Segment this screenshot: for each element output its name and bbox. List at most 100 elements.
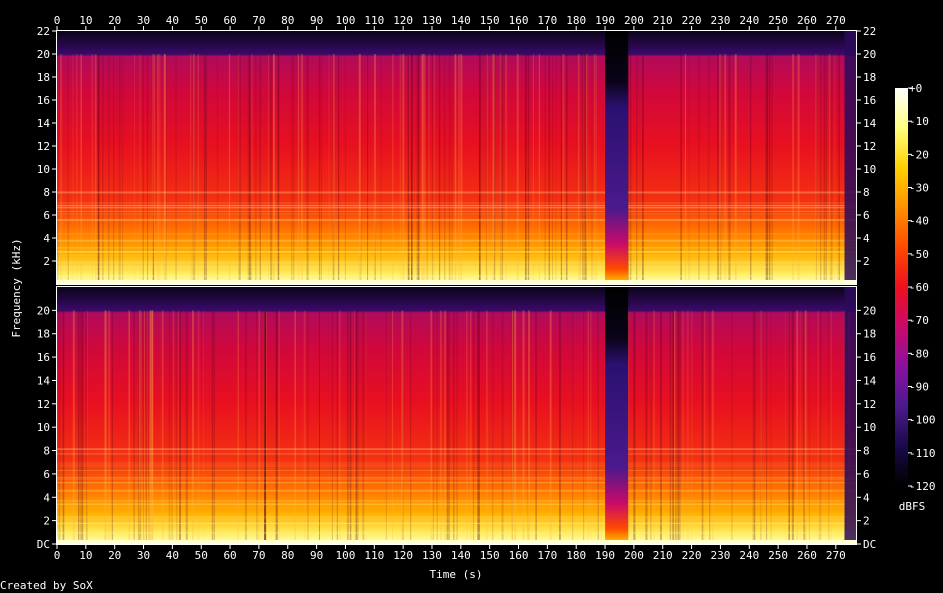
spectrogram-streak — [179, 310, 181, 544]
x-tick-label: 230 — [710, 549, 730, 562]
y-tick-label: 4 — [43, 232, 50, 245]
x-tick-label: 270 — [826, 14, 846, 27]
spectrogram-streak — [770, 310, 772, 544]
spectrogram-streak — [78, 310, 79, 544]
spectrogram-streak — [318, 54, 321, 284]
x-tick-label: 100 — [336, 549, 356, 562]
x-tick-label: 260 — [797, 14, 817, 27]
spectrogram-streak — [785, 310, 786, 544]
spectrogram-streak — [172, 310, 174, 544]
y-tick-label: 20 — [37, 304, 50, 317]
y-tick-label: 4 — [43, 491, 50, 504]
spectrogram-field — [57, 31, 856, 284]
y-tick-label: 10 — [863, 421, 876, 434]
harmonic-band — [57, 251, 856, 253]
spectrogram-streak — [703, 310, 706, 544]
harmonic-band — [57, 470, 856, 471]
spectrogram-streak — [579, 54, 581, 284]
y-tick-label: 8 — [43, 445, 50, 458]
harmonic-band — [57, 205, 856, 206]
spectrogram-streak — [168, 310, 171, 544]
spectrogram-streak — [192, 54, 195, 284]
spectrogram-streak — [402, 310, 404, 544]
colorbar-tick-label: -80 — [909, 347, 929, 360]
harmonic-band — [57, 503, 856, 505]
spectrogram-streak — [451, 54, 453, 284]
harmonic-band — [57, 531, 856, 533]
spectrogram-streak — [750, 54, 752, 284]
x-tick-label: 110 — [364, 14, 384, 27]
spectrogram-streak — [165, 54, 167, 284]
spectrogram-streak — [584, 54, 587, 284]
spectrogram-streak — [349, 310, 352, 544]
y-tick-label: 20 — [863, 48, 876, 61]
x-tick-label: 30 — [137, 14, 150, 27]
x-tick-label: 120 — [393, 14, 413, 27]
spectrogram-streak — [399, 54, 402, 284]
spectrogram-streak — [373, 54, 376, 284]
time-ticks-top: 0 10 20 30 40 50 60 70 80 90 100 110 120 130 140 150 160… — [54, 14, 846, 31]
spectrogram-streak — [152, 54, 154, 284]
spectrogram-streak — [535, 310, 537, 544]
spectrogram-streak — [367, 54, 369, 284]
harmonic-band — [57, 451, 856, 453]
spectrogram-streak — [380, 54, 382, 284]
spectrogram-streak — [544, 54, 546, 284]
spectrogram-streak — [559, 310, 561, 544]
spectrogram-streak — [440, 310, 443, 544]
spectrogram-streak — [203, 310, 204, 544]
spectrogram-streak — [118, 54, 121, 284]
spectrogram-streak — [148, 310, 150, 544]
spectrogram-streak — [760, 310, 762, 544]
harmonic-band — [57, 206, 856, 209]
spectrogram-streak — [97, 54, 99, 284]
spectrogram-streak — [650, 310, 652, 544]
harmonic-band — [57, 481, 856, 484]
colorbar-ticks: +0 -10 -20 -30 -40 -50 -60 -70 -80 -90 -100 -110 -12… — [908, 82, 936, 493]
spectrogram-streak — [410, 310, 412, 544]
harmonic-band — [57, 470, 856, 471]
spectrogram-streak — [277, 54, 280, 284]
spectrogram-streak — [344, 54, 346, 284]
spectrogram-streak — [788, 310, 790, 544]
spectrogram-streak — [771, 54, 773, 284]
y-tick-label: 6 — [863, 209, 870, 222]
spectrogram-streak — [765, 54, 768, 284]
spectrogram-streak — [417, 54, 420, 284]
spectrogram-streak — [301, 54, 304, 284]
harmonic-band — [57, 448, 856, 450]
x-tick-label: 20 — [108, 549, 121, 562]
spectrogram-streak — [332, 54, 335, 284]
spectrogram-streak — [454, 54, 457, 284]
spectrogram-streak — [411, 54, 413, 284]
harmonic-band — [57, 489, 856, 491]
harmonic-band — [57, 462, 856, 464]
x-tick-label: 10 — [79, 549, 92, 562]
spectrogram-streak — [249, 54, 252, 284]
spectrogram-streak — [815, 54, 817, 284]
spectrogram-streak — [104, 310, 107, 544]
harmonic-band — [57, 522, 856, 525]
spectrogram-streak — [458, 54, 460, 284]
spectrogram-streak — [691, 310, 693, 544]
y-tick-label: 10 — [37, 421, 50, 434]
spectrogram-streak — [365, 310, 367, 544]
spectrogram-streak — [768, 54, 771, 284]
spectrogram-streak — [72, 310, 75, 544]
spectrogram-streak — [328, 54, 330, 284]
spectrogram-streak — [275, 310, 278, 544]
spectrogram-streak — [709, 310, 711, 544]
spectrogram-streak — [430, 310, 433, 544]
spectrogram-streak — [724, 54, 727, 284]
spectrogram-streak — [436, 310, 438, 544]
harmonic-band — [57, 507, 856, 508]
spectrogram-streak — [511, 310, 513, 544]
spectrogram-streak — [803, 310, 806, 544]
spectrogram-streak — [91, 54, 94, 284]
spectrogram-streak — [645, 310, 648, 544]
spectrogram-streak — [674, 310, 676, 544]
x-axis-label: Time (s) — [430, 568, 483, 581]
track-end-fade — [844, 31, 856, 284]
spectrogram-streak — [175, 54, 177, 284]
panel-frame — [56, 30, 857, 285]
